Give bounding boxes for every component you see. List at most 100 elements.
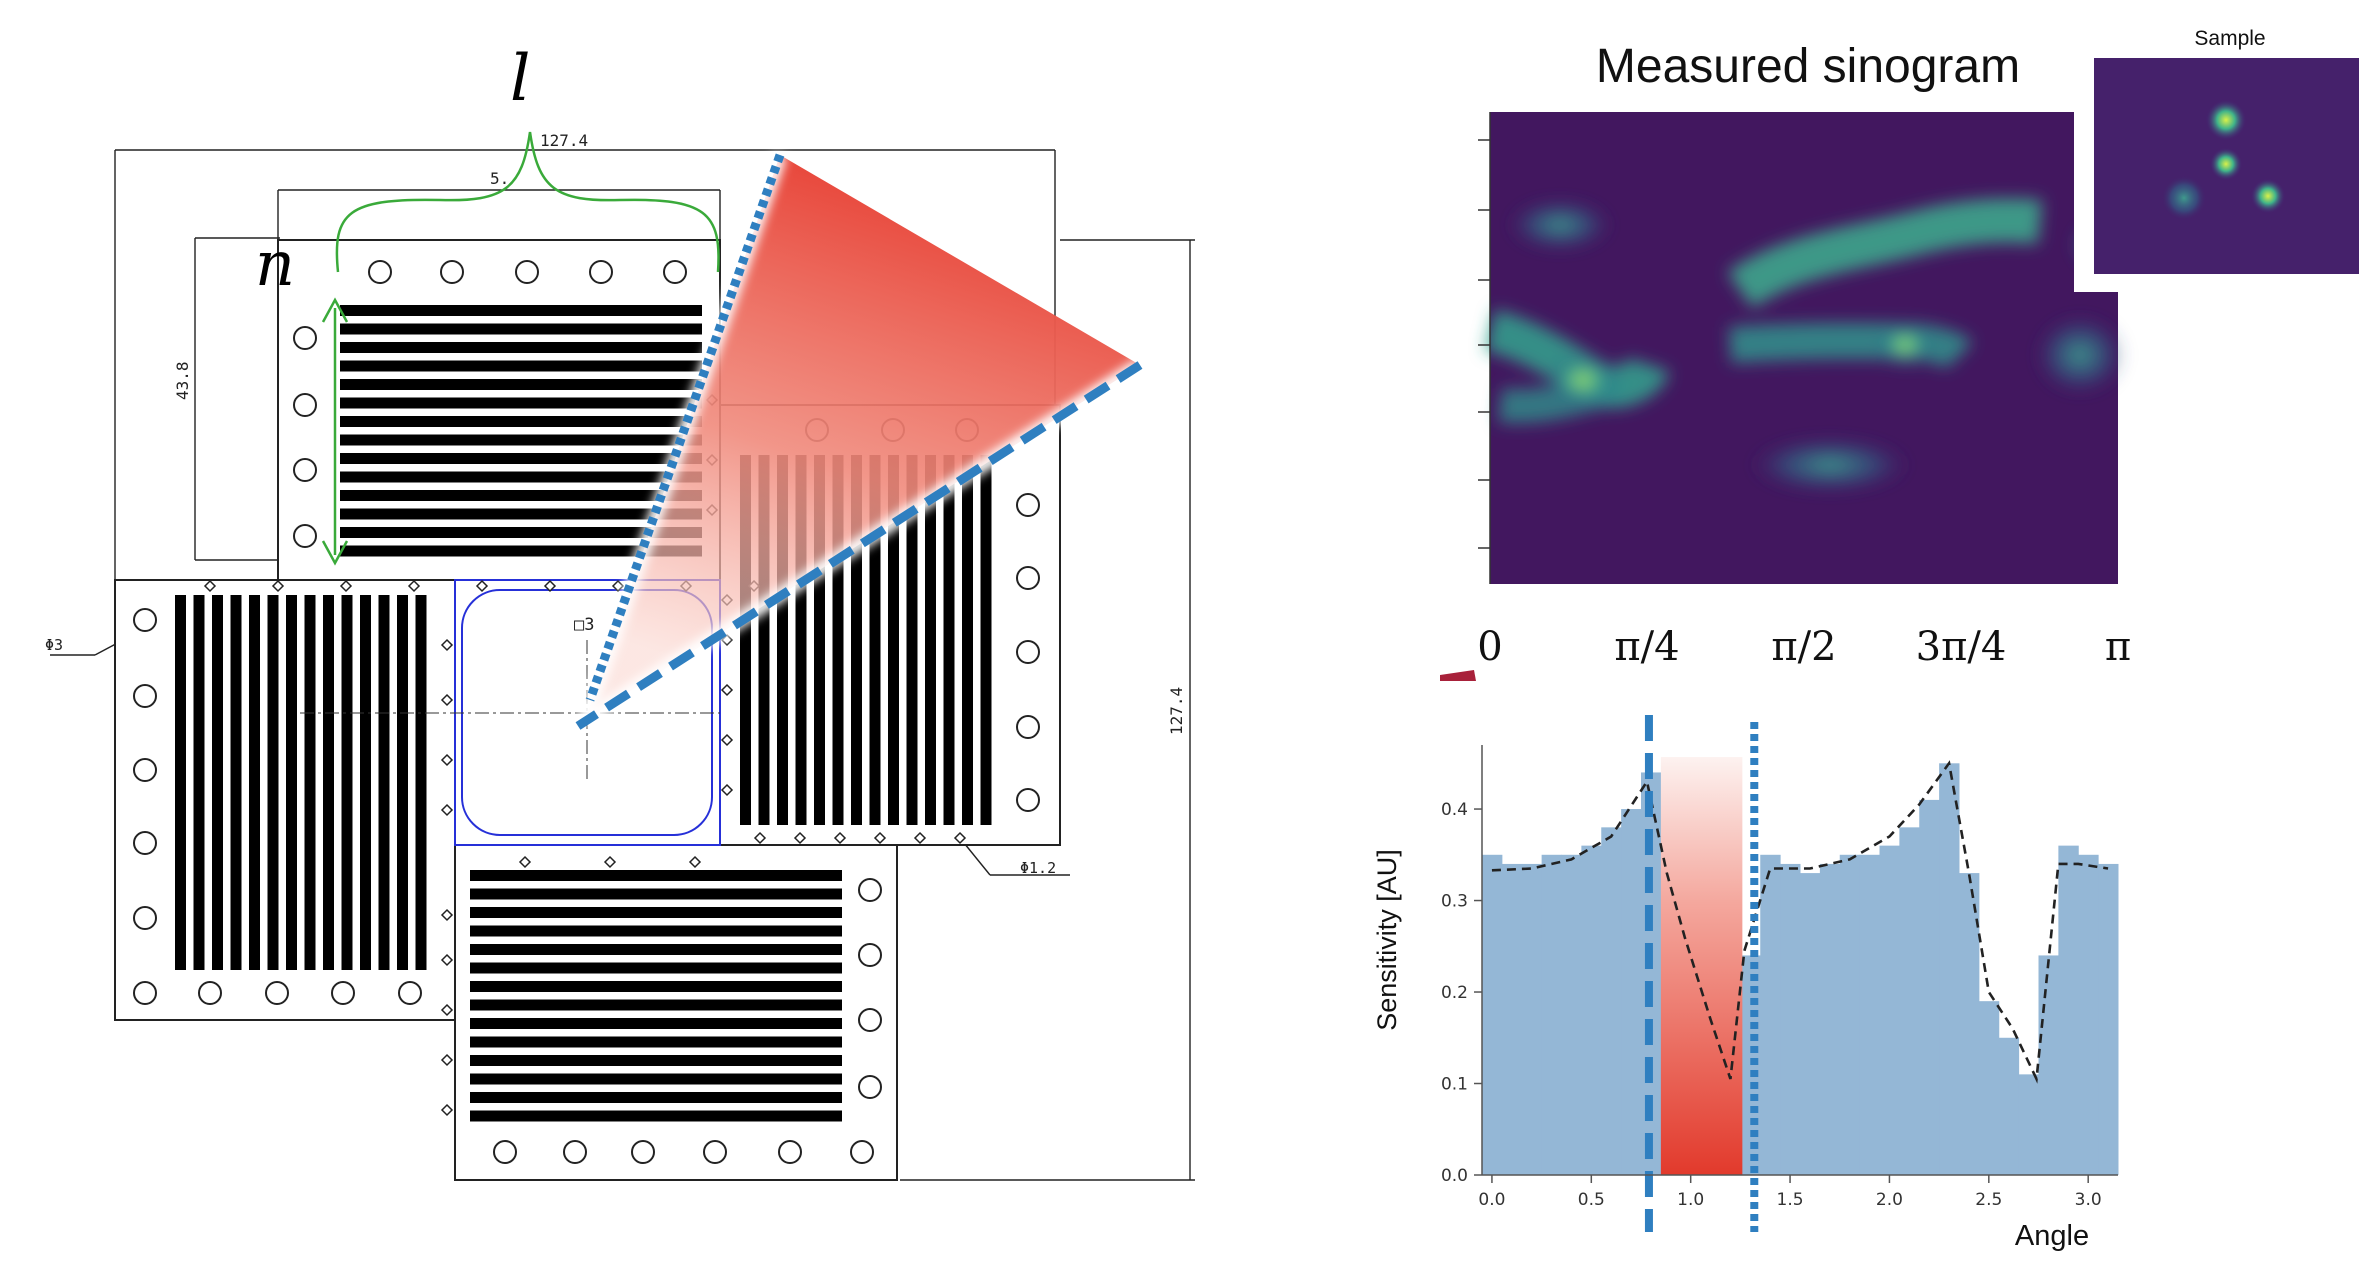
collimator-slat [869,455,881,825]
reference-mark [543,579,557,593]
x-tick-label: 1.5 [1777,1190,1804,1210]
collimator-slat [470,1036,842,1048]
collimator-slat [230,595,242,970]
reference-mark [339,579,353,593]
top-mount-holes [293,260,687,548]
x-tick-label: 2.5 [1975,1190,2002,1210]
chart-xlabel: Angle [2015,1220,2089,1252]
collimator-slat [340,323,702,335]
bar [1800,873,1821,1175]
sinogram-panel: Measured sinogram 0 π/4 π/2 3π/4 π [1440,40,2131,681]
x-tick-label: 0.0 [1478,1190,1505,1210]
collimator-slat [340,379,702,390]
collimator-slat [341,595,353,970]
mount-hole [663,260,687,284]
bar [1879,845,1900,1175]
collimator-slat [267,595,279,970]
reference-mark [440,753,454,767]
mount-hole [1016,566,1040,590]
reference-mark [720,683,734,697]
collimator-slat [340,360,702,372]
acceptance-edge-dashed [575,361,1143,730]
collimator-slat [415,595,427,970]
collimator-slat [286,595,297,970]
collimator-slat [777,455,788,825]
reference-mark [753,831,767,845]
collimator-slat [212,595,223,970]
mount-hole [858,878,882,902]
collimator-slat [340,508,702,520]
reference-mark [611,579,625,593]
collimator-slat [470,962,842,974]
inset-title: Sample [2194,27,2265,50]
collimator-slat [340,397,702,409]
collimator-slat [340,490,702,501]
bar [1581,845,1602,1175]
y-tick-label: 0.2 [1441,983,1468,1003]
sinogram-corner-mark [1440,670,1476,681]
label-l: l [510,42,530,116]
collimator-slat [470,1055,842,1066]
top-collimator-stripes [340,305,702,557]
mount-hole [265,981,289,1005]
bar [1959,873,1980,1175]
height-arrow [321,297,349,566]
mount-hole [858,1075,882,1099]
x-tick-label: 3.0 [2075,1190,2102,1210]
bar [1978,1001,2000,1175]
bar [2018,1074,2039,1175]
collimator-slat [851,455,862,825]
reference-mark [720,733,734,747]
mount-hole [858,1008,882,1032]
reference-mark [688,855,702,869]
y-tick-label: 0.1 [1441,1075,1468,1095]
chart-ylabel: Sensitivity [AU] [1372,849,1402,1031]
mount-hole [1016,715,1040,739]
reference-mark [407,579,421,593]
collimator-slat [740,455,751,825]
reference-mark [720,783,734,797]
mount-hole [293,458,317,482]
collimator-slat [943,455,955,825]
reference-mark [440,908,454,922]
collimator-slat [175,595,186,970]
collimator-slat [832,455,844,825]
bar [2078,854,2099,1175]
dim-height-left: 43.8 [173,361,192,400]
sample-point-top [2206,100,2246,140]
mount-hole [133,608,157,632]
reference-mark [793,831,807,845]
collimator-slat [470,870,842,881]
bar [1939,763,1960,1175]
mount-hole [1016,788,1040,812]
histogram-bars [1482,763,2119,1175]
collimator-slat [249,595,260,970]
collimator-slat [962,455,973,825]
dim-inner-top: 5. [490,169,509,188]
collimator-slat [980,455,992,825]
mount-hole [589,260,613,284]
sample-point-right [2251,179,2285,213]
mount-hole [398,981,422,1005]
collimator-slat [470,944,842,955]
bar [2098,863,2119,1175]
collimator-slat [758,455,770,825]
collimator-slat [470,888,842,900]
sample-point-left [2162,176,2206,220]
mount-hole [293,326,317,350]
x-tick-label: π/4 [1614,624,1679,670]
bar [1501,863,1523,1175]
reference-mark [440,803,454,817]
mount-hole [1016,493,1040,517]
mount-hole [133,831,157,855]
reference-mark [203,579,217,593]
detector-drawing: 127.4 5. 43.8 127.4 Φ3 Φ1.2 [45,42,1195,1181]
bar [1482,854,1503,1175]
reference-mark [271,579,285,593]
bar [1521,863,1543,1175]
mount-hole [133,758,157,782]
x-tick-label: 2.0 [1876,1190,1903,1210]
model-curve [1491,760,2109,1084]
reference-mark [475,579,489,593]
bar [1601,827,1622,1175]
